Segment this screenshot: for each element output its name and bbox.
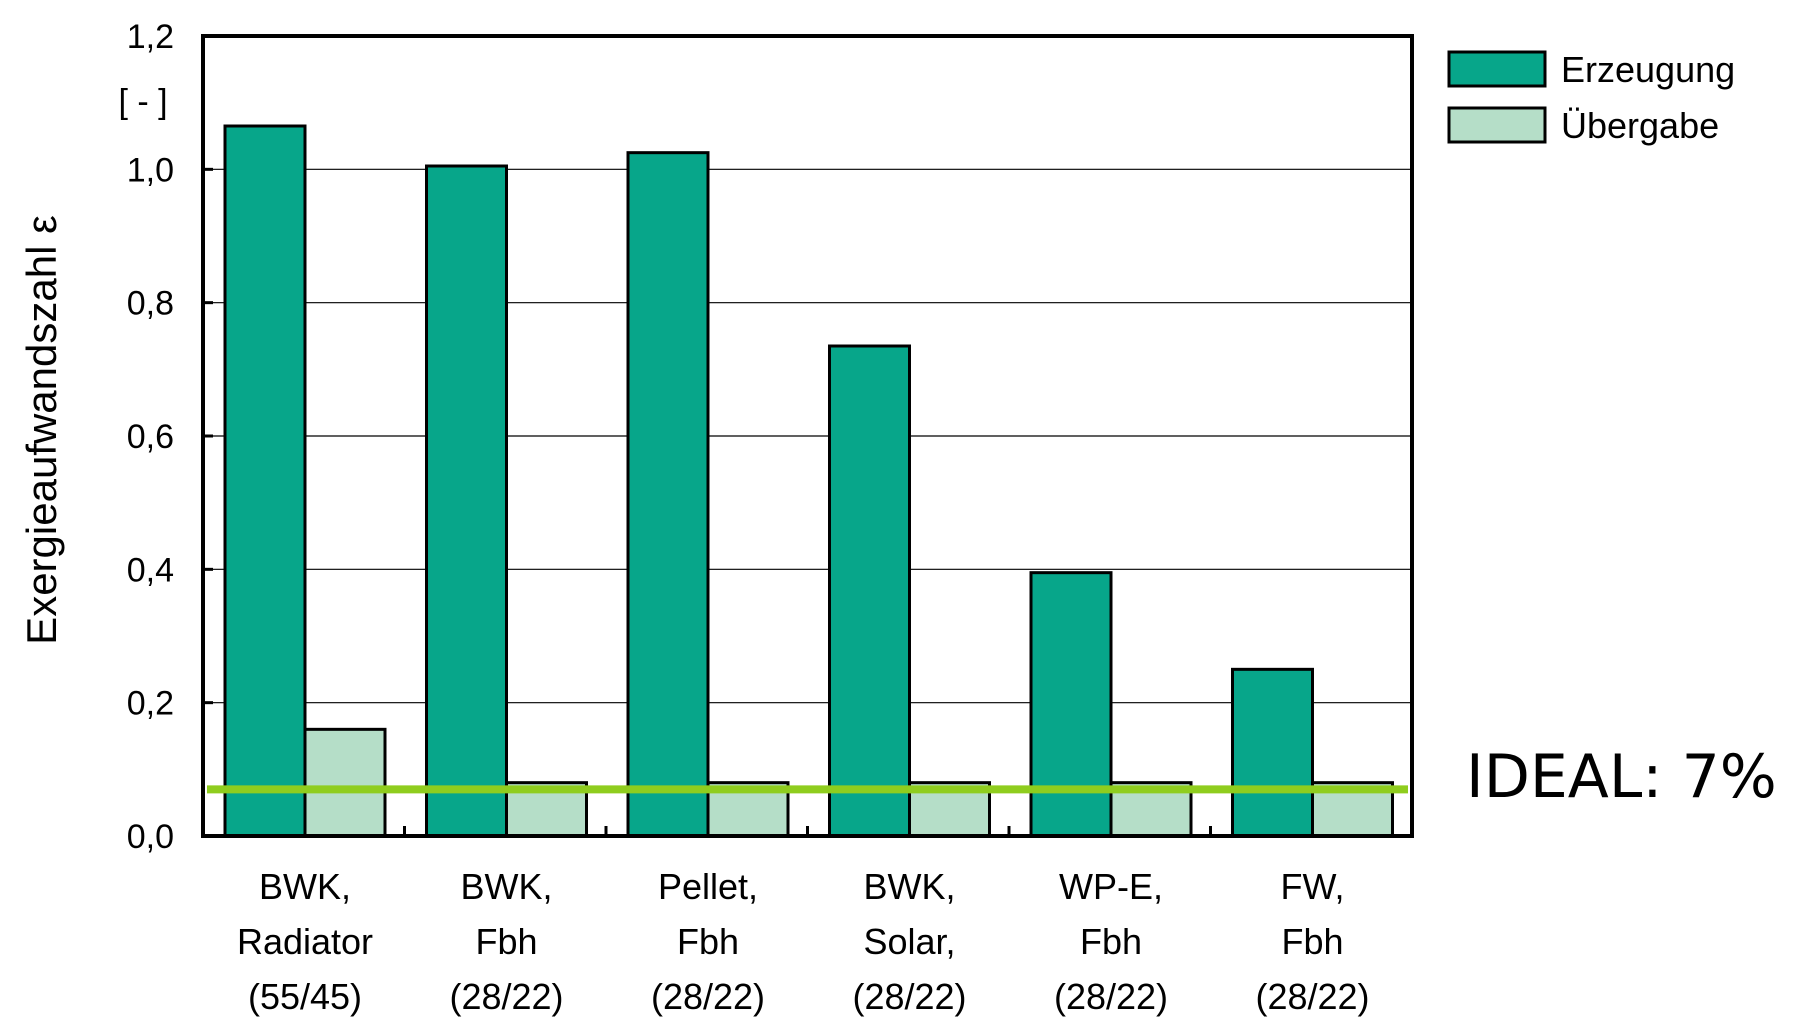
x-category-label: Fbh [1080,921,1142,962]
x-category-label: BWK, [460,866,552,907]
bar-übergabe-0 [303,727,387,838]
x-category-label: Fbh [1281,921,1343,962]
y-tick-label: 0,2 [127,685,174,723]
y-tick-label: 1,0 [127,151,174,189]
x-category-label: (28/22) [1054,976,1168,1017]
x-category-label: (28/22) [449,976,563,1017]
y-axis-label: Exergieaufwandszahl ε [18,215,65,645]
bar-erzeugung-2 [626,151,710,838]
legend-label: Übergabe [1561,105,1719,146]
x-category-label: Fbh [677,921,739,962]
x-category-label: (28/22) [852,976,966,1017]
gridlines [203,168,1412,704]
x-category-label: Radiator [237,921,373,962]
x-category-label: BWK, [863,866,955,907]
y-tick-label: 1,2 [127,18,174,56]
x-category-label: BWK, [259,866,351,907]
x-axis-categories: BWK, Radiator (55/45) BWK, Fbh (28/22) Pellet,… [201,826,1414,1017]
legend-label: Erzeugung [1561,49,1735,90]
x-category-label: (28/22) [1255,976,1369,1017]
x-category-label: FW, [1281,866,1345,907]
y-axis-ticks: 0,0 0,2 0,4 0,6 0,8 1,0 1,2 [127,18,213,856]
x-category-label: Solar, [863,921,955,962]
y-tick-label: 0,6 [127,418,174,456]
x-category-label: WP-E, [1059,866,1163,907]
bar-erzeugung-4 [1029,571,1113,838]
x-category-label: Fbh [475,921,537,962]
legend-swatch [1447,50,1547,88]
x-category-label: (55/45) [248,976,362,1017]
bar-erzeugung-3 [828,344,911,838]
y-axis-unit: [ - ] [118,83,167,121]
y-tick-label: 0,0 [127,818,174,856]
bars [223,124,1394,838]
ideal-label: IDEAL: 7% [1466,742,1777,812]
bar-erzeugung-1 [425,164,508,838]
legend: Erzeugung Übergabe [1447,49,1735,146]
bar-erzeugung-0 [223,124,307,838]
y-tick-label: 0,8 [127,285,174,323]
x-category-label: (28/22) [651,976,765,1017]
bar-erzeugung-5 [1231,667,1314,838]
legend-swatch [1447,106,1547,144]
y-tick-label: 0,4 [127,551,174,589]
x-category-label: Pellet, [658,866,758,907]
